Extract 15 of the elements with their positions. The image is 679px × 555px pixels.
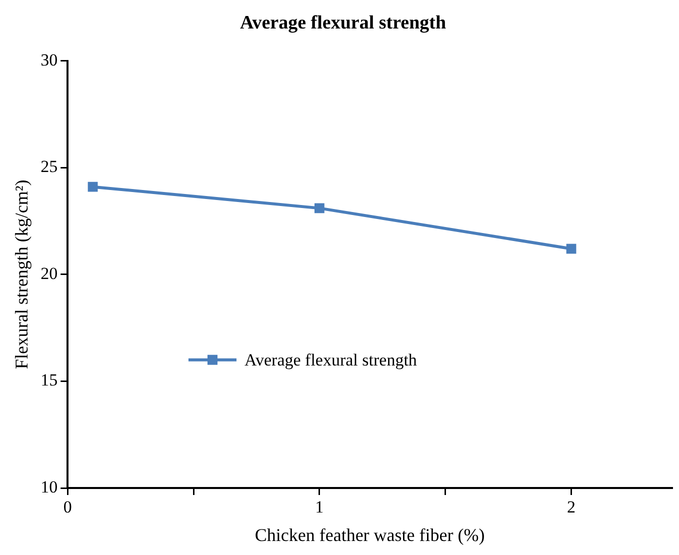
x-tick-label: 0 [63,498,72,517]
y-tick-label: 10 [40,477,58,496]
point [566,244,576,254]
chart-title: Average flexural strength [240,12,446,34]
x-tick-label: 1 [315,498,324,517]
y-tick-label: 20 [40,264,58,283]
legend-label: Average flexural strength [244,350,418,370]
point [88,182,98,192]
point [314,203,324,214]
x-tick-label: 2 [567,498,576,517]
y-axis-title: Flexural strength (kg/cm²) [12,180,32,370]
y-tick-label: 15 [40,370,58,390]
y-tick-label: 25 [40,157,58,176]
y-tick-label: 30 [40,50,58,70]
x-axis-title: Chicken feather waste fiber (%) [254,524,485,545]
